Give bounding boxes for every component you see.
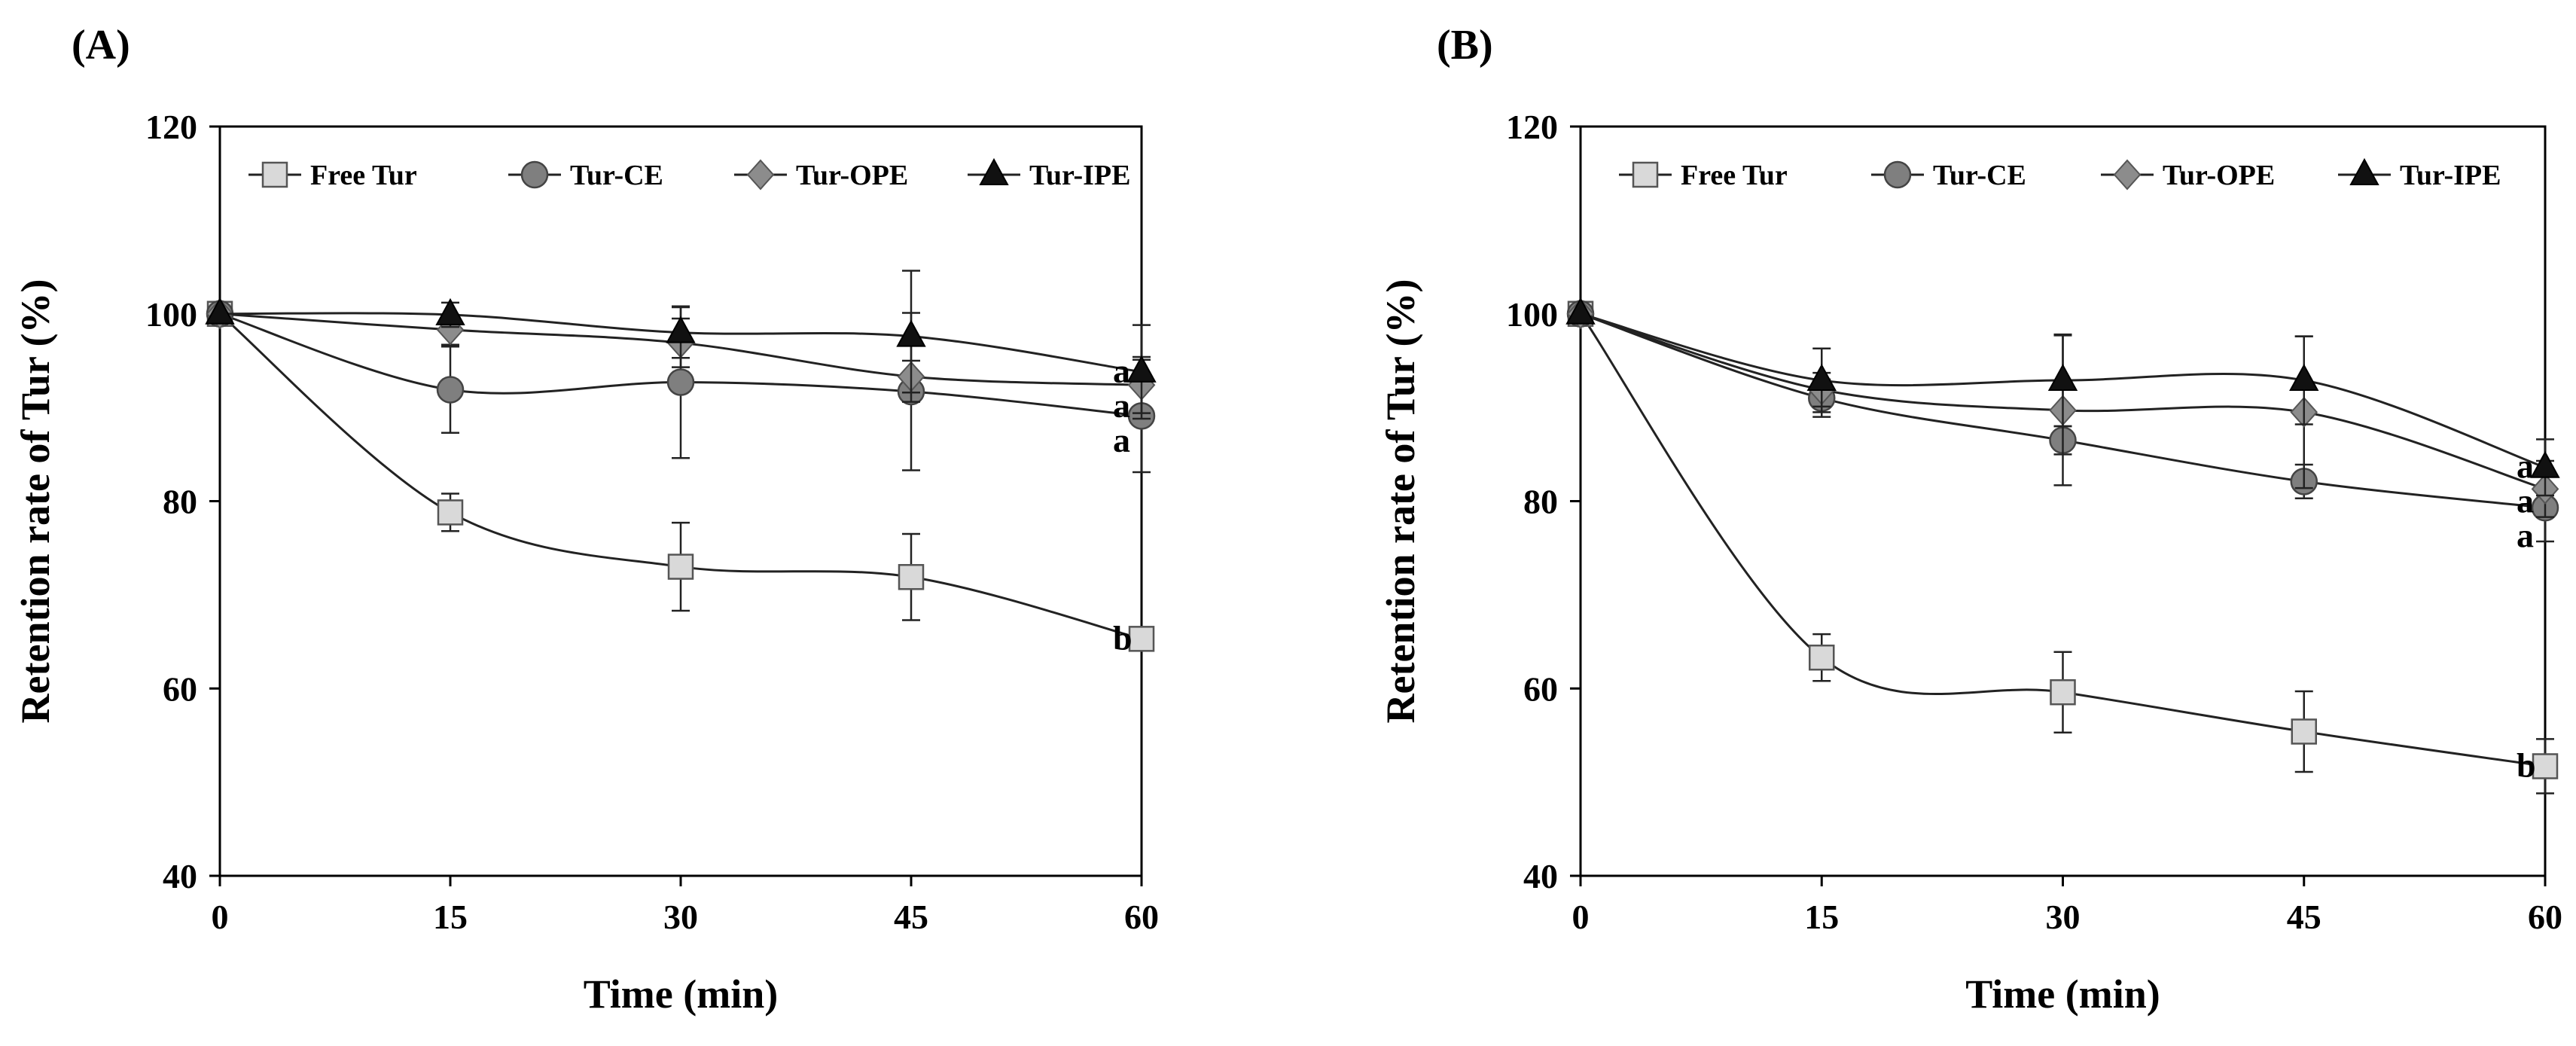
data-point (2291, 718, 2317, 745)
significance-letter: a (2517, 447, 2534, 486)
x-tick-label: 45 (894, 898, 928, 936)
legend-entry: Tur-IPE (968, 157, 1130, 191)
data-point (898, 563, 925, 590)
legend-label: Tur-OPE (796, 160, 908, 191)
data-point (1128, 626, 1155, 652)
legend-marker (979, 157, 1009, 185)
x-tick-label: 15 (433, 898, 468, 936)
x-axis-title: Time (min) (584, 971, 778, 1017)
x-tick-label: 45 (2287, 898, 2321, 936)
data-point (2050, 679, 2076, 706)
significance-letter: a (2517, 482, 2534, 520)
series-tur-ipe (205, 270, 1157, 420)
panel-label: (B) (1437, 22, 1493, 69)
x-tick-label: 30 (663, 898, 698, 936)
legend-label: Tur-CE (1933, 160, 2026, 191)
y-tick-label: 80 (163, 483, 197, 521)
y-axis-title: Retention rate of Tur (%) (1378, 279, 1423, 724)
significance-letter: a (2517, 517, 2534, 555)
significance-letter: b (1113, 618, 1133, 657)
data-point (2047, 363, 2078, 392)
legend-label: Free Tur (310, 160, 417, 191)
legend-label: Free Tur (1681, 160, 1788, 191)
series-tur-ipe (1565, 297, 2560, 497)
legend-marker (1883, 160, 1912, 189)
y-tick-label: 100 (1506, 295, 1558, 334)
legend-entry: Tur-OPE (2101, 159, 2275, 191)
plot-frame (218, 125, 1143, 877)
legend-entry: Tur-IPE (2338, 157, 2501, 191)
data-point (1565, 297, 1596, 325)
y-tick-label: 80 (1523, 483, 1558, 521)
panel-label: (A) (72, 22, 130, 69)
data-point (2530, 450, 2560, 478)
series-line (1579, 313, 2546, 767)
data-point (666, 368, 695, 396)
x-tick-label: 0 (1572, 898, 1590, 936)
data-point (2289, 363, 2319, 392)
legend-marker (1632, 161, 1659, 188)
legend-entry: Tur-CE (1871, 160, 2026, 191)
legend-marker (746, 159, 775, 191)
legend-entry: Free Tur (248, 160, 417, 191)
data-point (2532, 753, 2559, 779)
legend-entry: Tur-OPE (734, 159, 908, 191)
y-tick-label: 100 (145, 295, 197, 334)
y-tick-label: 120 (1506, 108, 1558, 146)
plot-frame (1579, 125, 2547, 877)
chart-panel-b: (B) 40 60 80 100 120 0 15 30 45 60 Time (min) Retent… (1378, 22, 2562, 1017)
legend-marker (2113, 159, 2142, 191)
data-point (437, 499, 464, 526)
y-axis-title: Retention rate of Tur (%) (13, 279, 58, 724)
y-tick-label: 60 (163, 669, 197, 708)
x-tick-label: 60 (1124, 898, 1159, 936)
significance-letter: a (1113, 421, 1130, 459)
x-tick-label: 15 (1804, 898, 1839, 936)
data-point (205, 297, 235, 325)
legend-label: Tur-CE (570, 160, 663, 191)
legend-label: Tur-OPE (2163, 160, 2275, 191)
data-point (1806, 363, 1837, 392)
legend-label: Tur-IPE (2400, 160, 2501, 191)
significance-letter: b (2517, 746, 2536, 784)
x-axis-title: Time (min) (1965, 971, 2160, 1017)
significance-letter: a (1113, 352, 1130, 390)
data-point (436, 376, 465, 404)
y-tick-label: 60 (1523, 669, 1558, 708)
data-point (666, 316, 696, 343)
chart-panel-a: (A) 40 60 80 100 120 0 15 30 45 60 Time (min) Retent… (13, 22, 1159, 1017)
y-tick-label: 40 (1523, 857, 1558, 895)
legend-marker (520, 160, 549, 189)
data-point (1809, 644, 1835, 671)
legend-entry: Tur-CE (508, 160, 663, 191)
x-tick-label: 0 (212, 898, 229, 936)
x-tick-label: 30 (2046, 898, 2081, 936)
x-tick-label: 60 (2528, 898, 2562, 936)
data-point (435, 297, 465, 325)
legend-marker (2349, 157, 2379, 185)
data-point (667, 553, 694, 580)
legend-label: Tur-IPE (1029, 160, 1130, 191)
y-tick-label: 40 (163, 857, 197, 895)
significance-letter: a (1113, 386, 1130, 425)
data-point (896, 319, 926, 347)
y-tick-label: 120 (145, 108, 197, 146)
legend-entry: Free Tur (1619, 160, 1788, 191)
data-point (1126, 355, 1157, 383)
legend-marker (261, 161, 288, 188)
